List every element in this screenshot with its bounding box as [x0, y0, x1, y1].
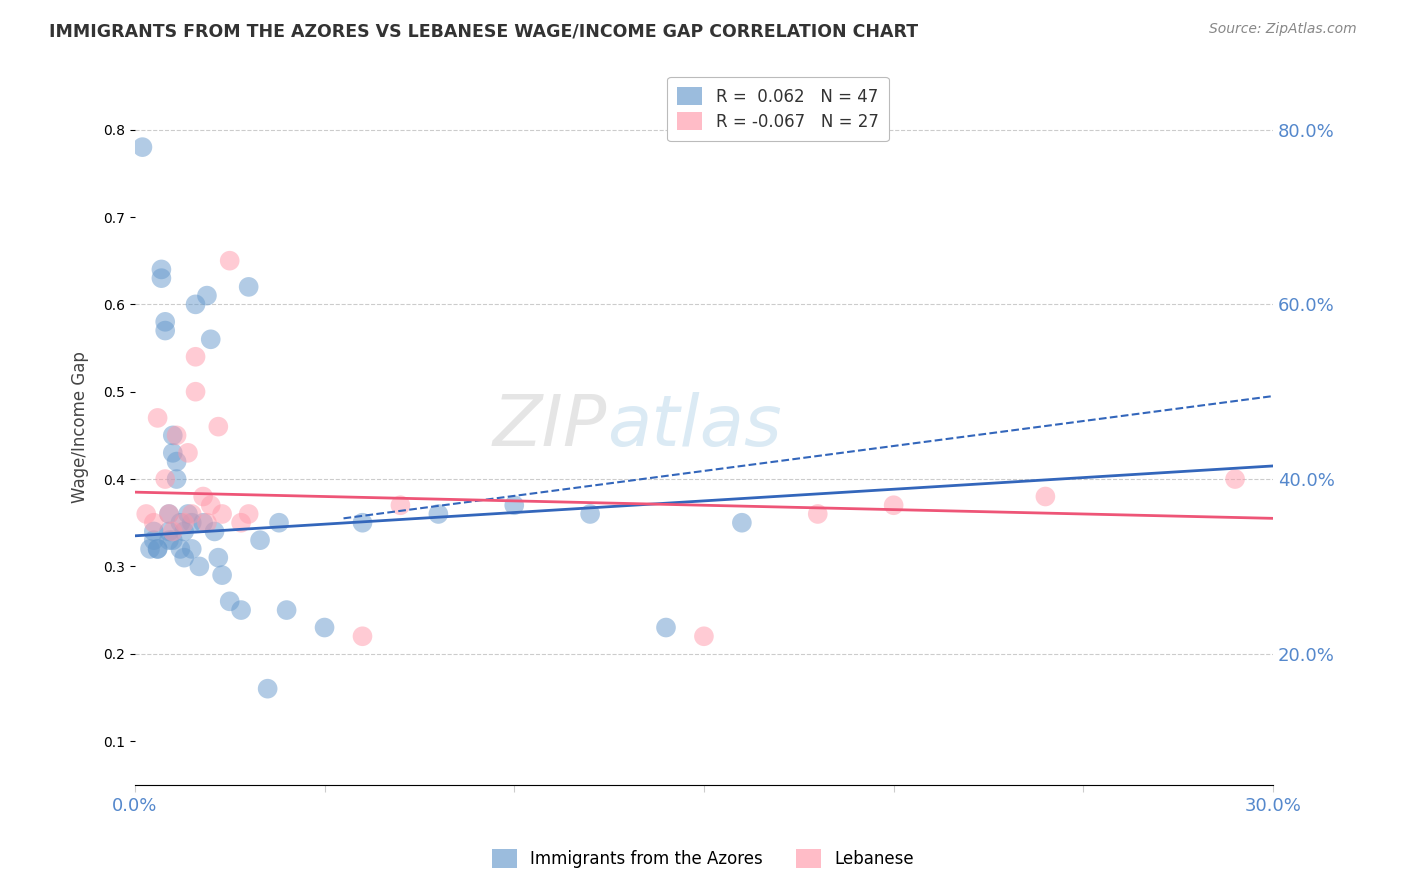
Point: [157, 524, 180, 539]
Point: [200, 498, 222, 512]
Point: [142, 516, 165, 530]
Point: [238, 280, 260, 294]
Point: [211, 507, 233, 521]
Point: [131, 140, 153, 154]
Point: [157, 533, 180, 548]
Point: [173, 524, 195, 539]
Point: [389, 498, 412, 512]
Point: [503, 498, 526, 512]
Point: [184, 350, 207, 364]
Point: [211, 568, 233, 582]
Point: [693, 629, 716, 643]
Text: ZIP: ZIP: [494, 392, 607, 461]
Point: [162, 446, 184, 460]
Point: [731, 516, 754, 530]
Point: [195, 288, 218, 302]
Legend: Immigrants from the Azores, Lebanese: Immigrants from the Azores, Lebanese: [485, 843, 921, 875]
Point: [146, 541, 169, 556]
Point: [807, 507, 830, 521]
Point: [655, 621, 678, 635]
Point: [153, 472, 176, 486]
Point: [229, 603, 252, 617]
Point: [1035, 490, 1057, 504]
Point: [249, 533, 271, 548]
Point: [173, 550, 195, 565]
Point: [207, 419, 229, 434]
Point: [352, 516, 374, 530]
Point: [135, 507, 157, 521]
Point: [191, 516, 214, 530]
Point: [180, 507, 202, 521]
Point: [195, 516, 218, 530]
Point: [191, 490, 214, 504]
Point: [146, 411, 169, 425]
Point: [207, 550, 229, 565]
Legend: R =  0.062   N = 47, R = -0.067   N = 27: R = 0.062 N = 47, R = -0.067 N = 27: [668, 77, 889, 141]
Point: [427, 507, 450, 521]
Point: [177, 446, 200, 460]
Point: [188, 559, 211, 574]
Point: [204, 524, 226, 539]
Text: IMMIGRANTS FROM THE AZORES VS LEBANESE WAGE/INCOME GAP CORRELATION CHART: IMMIGRANTS FROM THE AZORES VS LEBANESE W…: [49, 22, 918, 40]
Point: [352, 629, 374, 643]
Point: [256, 681, 278, 696]
Point: [169, 516, 191, 530]
Point: [142, 524, 165, 539]
Y-axis label: Wage/Income Gap: Wage/Income Gap: [72, 351, 89, 502]
Point: [157, 507, 180, 521]
Point: [229, 516, 252, 530]
Point: [166, 472, 188, 486]
Point: [162, 524, 184, 539]
Point: [218, 594, 240, 608]
Point: [314, 621, 336, 635]
Point: [180, 541, 202, 556]
Point: [166, 428, 188, 442]
Point: [200, 332, 222, 346]
Point: [883, 498, 905, 512]
Point: [218, 253, 240, 268]
Point: [150, 271, 173, 285]
Point: [162, 533, 184, 548]
Point: [276, 603, 298, 617]
Point: [162, 428, 184, 442]
Point: [177, 507, 200, 521]
Point: [1223, 472, 1246, 486]
Point: [142, 533, 165, 548]
Point: [139, 541, 162, 556]
Point: [267, 516, 290, 530]
Text: Source: ZipAtlas.com: Source: ZipAtlas.com: [1209, 22, 1357, 37]
Point: [153, 324, 176, 338]
Point: [150, 262, 173, 277]
Point: [184, 384, 207, 399]
Point: [180, 516, 202, 530]
Point: [153, 315, 176, 329]
Point: [184, 297, 207, 311]
Point: [579, 507, 602, 521]
Point: [173, 516, 195, 530]
Point: [238, 507, 260, 521]
Point: [157, 507, 180, 521]
Point: [166, 454, 188, 468]
Text: atlas: atlas: [607, 392, 782, 461]
Point: [146, 541, 169, 556]
Point: [169, 541, 191, 556]
